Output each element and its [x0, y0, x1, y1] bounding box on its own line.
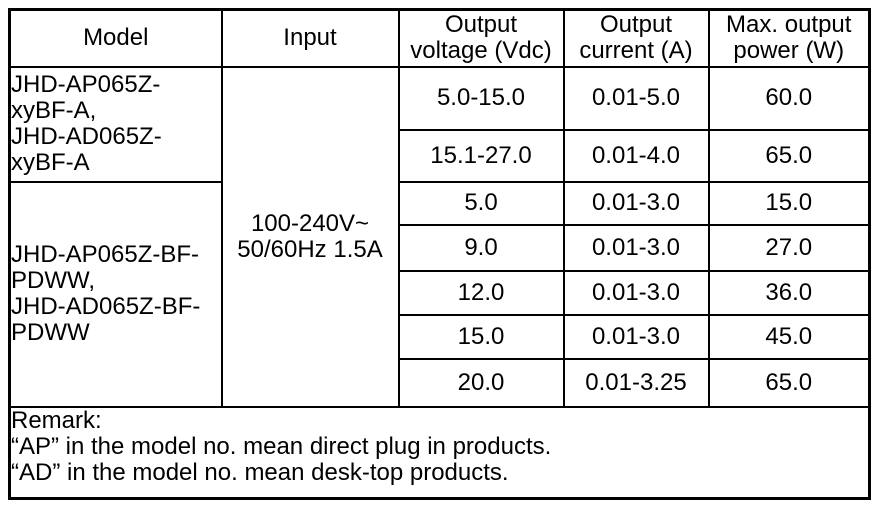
col-header-input: Input	[220, 8, 400, 68]
table-row: JHD-AP065Z- xyBF-A, JHD-AD065Z- xyBF-A 1…	[8, 65, 871, 408]
output-voltage-cell: 5.0	[397, 180, 565, 226]
model-group-b-cell: JHD-AP065Z-BF- PDWW, JHD-AD065Z-BF- PDWW	[8, 180, 223, 408]
table-row: 15.0 0.01-3.0 45.0	[10, 313, 871, 360]
output-current-cell: 0.01-4.0	[562, 128, 710, 183]
output-voltage-cell: 5.0-15.0	[397, 65, 565, 131]
remark-line-ap: “AP” in the model no. mean direct plug i…	[11, 432, 552, 460]
output-current-cell: 0.01-3.0	[562, 180, 710, 226]
output-current-cell: 0.01-3.0	[562, 269, 710, 316]
table-row: 9.0 0.01-3.0 27.0	[10, 223, 871, 272]
spec-table: Model Input Output voltage (Vdc) Output …	[8, 8, 871, 500]
output-voltage-cell: 12.0	[397, 269, 565, 316]
table-row: 12.0 0.01-3.0 36.0	[10, 269, 871, 316]
max-power-cell: 60.0	[707, 65, 871, 131]
output-current-cell: 0.01-3.0	[562, 313, 710, 360]
model-group-a-cell: JHD-AP065Z- xyBF-A, JHD-AD065Z- xyBF-A	[8, 65, 223, 183]
output-voltage-cell: 15.1-27.0	[397, 128, 565, 183]
remark-line-ad: “AD” in the model no. mean desk-top prod…	[11, 458, 509, 486]
col-header-output-voltage: Output voltage (Vdc)	[397, 8, 565, 68]
remark-row: Remark: “AP” in the model no. mean direc…	[8, 405, 871, 500]
table-row: 15.1-27.0 0.01-4.0 65.0	[10, 128, 871, 183]
max-power-cell: 36.0	[707, 269, 871, 316]
max-power-cell: 65.0	[707, 128, 871, 183]
table-row: 20.0 0.01-3.25 65.0	[10, 357, 871, 408]
remark-cell: Remark: “AP” in the model no. mean direc…	[8, 405, 871, 500]
max-power-cell: 65.0	[707, 357, 871, 408]
output-current-cell: 0.01-5.0	[562, 65, 710, 131]
header-row: Model Input Output voltage (Vdc) Output …	[8, 8, 871, 68]
output-voltage-cell: 20.0	[397, 357, 565, 408]
table-row: JHD-AP065Z-BF- PDWW, JHD-AD065Z-BF- PDWW…	[8, 180, 871, 408]
col-header-output-current: Output current (A)	[562, 8, 710, 68]
output-voltage-cell: 9.0	[397, 223, 565, 272]
output-current-cell: 0.01-3.0	[562, 223, 710, 272]
input-spec-cell: 100-240V~ 50/60Hz 1.5A	[220, 65, 400, 408]
output-voltage-cell: 15.0	[397, 313, 565, 360]
remark-title: Remark:	[11, 406, 102, 434]
col-header-max-output-power: Max. output power (W)	[707, 8, 871, 68]
max-power-cell: 15.0	[707, 180, 871, 226]
output-current-cell: 0.01-3.25	[562, 357, 710, 408]
col-header-model: Model	[8, 8, 223, 68]
max-power-cell: 45.0	[707, 313, 871, 360]
max-power-cell: 27.0	[707, 223, 871, 272]
